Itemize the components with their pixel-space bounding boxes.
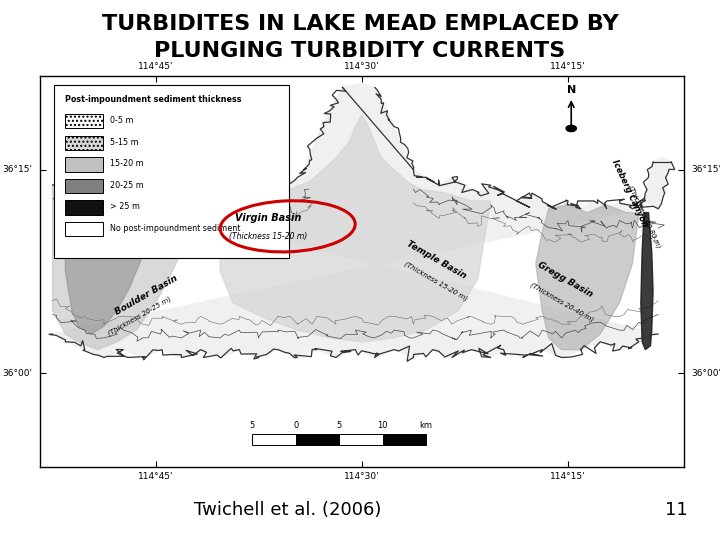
- Bar: [66, 114, 103, 129]
- Text: Gregg Basin: Gregg Basin: [536, 260, 594, 299]
- Text: 5: 5: [337, 421, 342, 430]
- Text: 114°45': 114°45': [138, 62, 174, 71]
- Text: 15-20 m: 15-20 m: [110, 159, 144, 168]
- Text: 5-15 m: 5-15 m: [110, 138, 139, 147]
- Text: 5: 5: [250, 421, 255, 430]
- Text: Boulder Basin: Boulder Basin: [113, 273, 179, 316]
- Bar: [296, 434, 339, 445]
- Text: 114°15': 114°15': [550, 472, 586, 481]
- Text: (Thickness 20-40 m): (Thickness 20-40 m): [528, 282, 595, 323]
- Polygon shape: [66, 193, 149, 334]
- Bar: [66, 200, 103, 214]
- Bar: [66, 136, 103, 150]
- Polygon shape: [641, 213, 653, 350]
- Text: N: N: [567, 85, 576, 95]
- Text: Iceberg Canyon: Iceberg Canyon: [610, 158, 649, 228]
- Text: (Thickness 20-25 m): (Thickness 20-25 m): [107, 295, 172, 337]
- Text: 36°00': 36°00': [692, 369, 720, 377]
- Text: Twichell et al. (2006): Twichell et al. (2006): [194, 501, 382, 519]
- Text: 114°45': 114°45': [138, 472, 174, 481]
- Text: (Thickness 40-80 m): (Thickness 40-80 m): [626, 184, 662, 249]
- Polygon shape: [220, 115, 491, 342]
- Polygon shape: [53, 166, 201, 350]
- FancyBboxPatch shape: [54, 85, 289, 258]
- Text: No post-impoundment sediment: No post-impoundment sediment: [110, 224, 241, 233]
- Bar: [383, 434, 426, 445]
- Bar: [252, 434, 296, 445]
- Text: Virgin Basin: Virgin Basin: [235, 213, 302, 224]
- Bar: [339, 434, 383, 445]
- Bar: [66, 222, 103, 236]
- Text: 36°15': 36°15': [692, 165, 720, 174]
- Polygon shape: [53, 83, 671, 357]
- Text: 36°00': 36°00': [2, 369, 32, 377]
- Text: 0: 0: [293, 421, 298, 430]
- Text: 11: 11: [665, 501, 688, 519]
- Text: 114°30': 114°30': [344, 472, 379, 481]
- Text: > 25 m: > 25 m: [110, 202, 140, 211]
- Text: 0-5 m: 0-5 m: [110, 116, 134, 125]
- Text: (Thickness 15-20 m): (Thickness 15-20 m): [229, 232, 307, 241]
- Bar: [66, 158, 103, 172]
- Text: PLUNGING TURBIDITY CURRENTS: PLUNGING TURBIDITY CURRENTS: [154, 41, 566, 62]
- Polygon shape: [536, 205, 639, 350]
- Text: 36°15': 36°15': [2, 165, 32, 174]
- Text: 10: 10: [377, 421, 388, 430]
- Circle shape: [566, 125, 577, 132]
- Text: 114°30': 114°30': [344, 62, 379, 71]
- Text: Post-impoundment sediment thickness: Post-impoundment sediment thickness: [66, 95, 242, 104]
- Text: TURBIDITES IN LAKE MEAD EMPLACED BY: TURBIDITES IN LAKE MEAD EMPLACED BY: [102, 14, 618, 35]
- Text: 20-25 m: 20-25 m: [110, 181, 144, 190]
- Text: km: km: [420, 421, 433, 430]
- Text: 114°15': 114°15': [550, 62, 586, 71]
- Bar: [66, 179, 103, 193]
- Text: Temple Basin: Temple Basin: [405, 239, 467, 280]
- Text: (Thickness 15-20 m): (Thickness 15-20 m): [403, 260, 469, 302]
